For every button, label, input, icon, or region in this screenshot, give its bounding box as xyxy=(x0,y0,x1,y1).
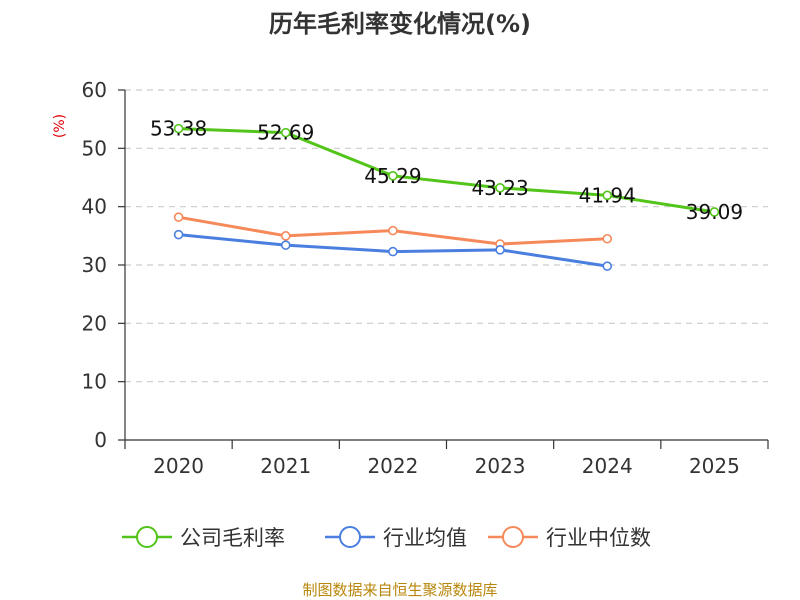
grid xyxy=(125,89,768,383)
data-label-2023: 43.23 xyxy=(471,176,528,200)
legend-marker-industry_avg xyxy=(339,526,361,548)
point-company-2020 xyxy=(173,123,184,134)
y-tick-label-0: 0 xyxy=(94,428,107,452)
data-label-2021: 52.69 xyxy=(257,121,314,145)
point-industry_median-2022 xyxy=(388,225,398,236)
y-tick-label-20: 20 xyxy=(82,311,107,335)
y-axis-unit-label: (%) xyxy=(52,114,68,138)
point-industry_avg-2021 xyxy=(280,240,291,250)
legend-marker-industry_median xyxy=(502,526,524,548)
point-company-2022 xyxy=(388,171,398,181)
legend-item-industry_median[interactable]: 行业中位数 xyxy=(488,526,651,550)
legend-label-company: 公司毛利率 xyxy=(180,526,285,550)
series-line-company xyxy=(178,127,715,214)
data-label-2020: 53.38 xyxy=(150,117,207,141)
point-industry_avg-2024 xyxy=(602,261,613,271)
point-industry_avg-2022 xyxy=(388,246,398,257)
axes: 0 10 20 30 40 50 60 2020 2021 2022 2023 2024 2025 xyxy=(82,78,769,478)
point-industry_median-2020 xyxy=(173,212,184,222)
point-industry_avg-2020 xyxy=(173,229,184,240)
legend-label-industry_median: 行业中位数 xyxy=(546,526,651,550)
x-tick-label-2020: 2020 xyxy=(153,454,204,478)
y-tick-label-40: 40 xyxy=(82,195,107,219)
x-tick-label-2021: 2021 xyxy=(260,454,311,478)
point-industry_median-2021 xyxy=(280,231,291,241)
source-note: 制图数据来自恒生聚源数据库 xyxy=(302,581,497,599)
x-tick-label-2025: 2025 xyxy=(689,454,740,478)
point-industry_avg-2023 xyxy=(495,245,505,255)
x-tick-label-2024: 2024 xyxy=(582,454,633,478)
point-company-2024 xyxy=(602,190,613,201)
legend-label-industry_avg: 行业均值 xyxy=(383,526,467,550)
legend-item-industry_avg[interactable]: 行业均值 xyxy=(325,526,467,550)
y-tick-label-30: 30 xyxy=(82,253,107,277)
legend-marker-company xyxy=(136,526,158,548)
data-label-2024: 41.94 xyxy=(579,183,636,207)
legend-item-company[interactable]: 公司毛利率 xyxy=(122,526,285,550)
data-label-2025: 39.09 xyxy=(686,200,743,224)
point-company-2021 xyxy=(280,127,291,138)
legend[interactable]: 公司毛利率 行业均值 行业中位数 xyxy=(122,526,651,550)
chart-title: 历年毛利率变化情况(%) xyxy=(269,10,531,38)
y-tick-label-60: 60 xyxy=(82,78,107,102)
x-tick-label-2023: 2023 xyxy=(475,454,526,478)
series-layer xyxy=(173,123,720,271)
data-labels: 53.38 52.69 45.29 43.23 41.94 39.09 xyxy=(150,117,743,224)
x-tick-label-2022: 2022 xyxy=(367,454,418,478)
point-company-2023 xyxy=(495,183,505,193)
data-label-2022: 45.29 xyxy=(364,164,421,188)
point-company-2025 xyxy=(709,207,720,217)
y-tick-label-50: 50 xyxy=(82,136,107,160)
point-industry_median-2024 xyxy=(602,233,613,244)
y-tick-label-10: 10 xyxy=(82,370,107,394)
